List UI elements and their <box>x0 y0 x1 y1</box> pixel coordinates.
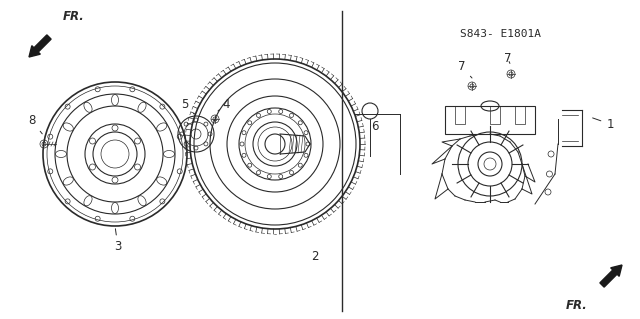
FancyArrow shape <box>600 265 622 287</box>
Text: S843- E1801A: S843- E1801A <box>460 29 541 39</box>
Bar <box>445 106 535 134</box>
Text: 3: 3 <box>115 229 122 254</box>
Bar <box>455 106 465 124</box>
Text: 8: 8 <box>28 115 42 134</box>
Text: 7: 7 <box>458 61 472 78</box>
Text: 2: 2 <box>311 250 319 263</box>
Bar <box>490 106 500 124</box>
Text: 7: 7 <box>504 53 512 65</box>
Text: 5: 5 <box>181 99 194 114</box>
Text: 6: 6 <box>371 121 379 133</box>
Text: 4: 4 <box>218 98 230 111</box>
Text: FR.: FR. <box>566 299 588 312</box>
Text: FR.: FR. <box>63 10 84 23</box>
FancyArrow shape <box>29 35 51 57</box>
Bar <box>515 106 525 124</box>
Text: 1: 1 <box>593 117 614 130</box>
